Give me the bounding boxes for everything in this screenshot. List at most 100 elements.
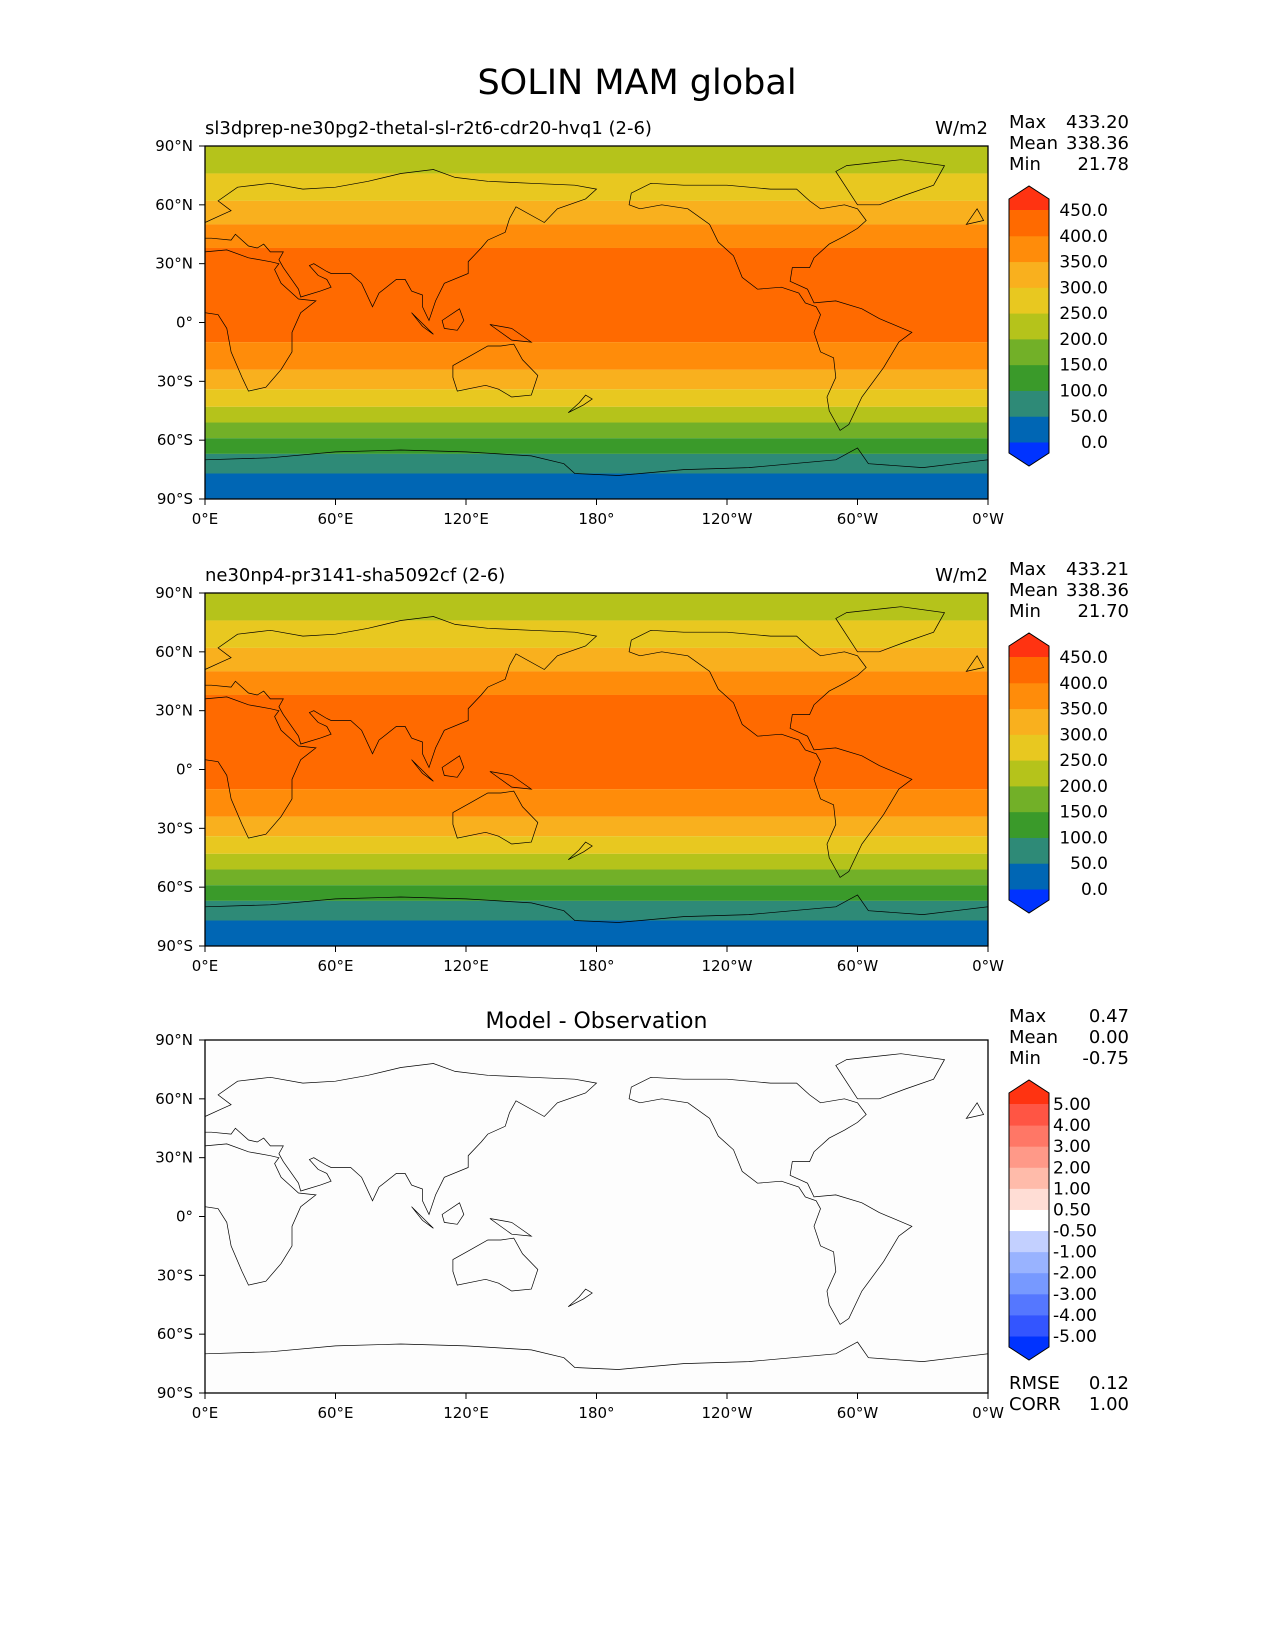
coastline xyxy=(411,1206,434,1229)
panel-title: sl3dprep-ne30pg2-thetal-sl-r2t6-cdr20-hv… xyxy=(205,118,652,139)
x-tick-label: 0°E xyxy=(192,957,219,975)
x-tick-label: 180° xyxy=(578,510,614,528)
field-fill xyxy=(205,146,988,499)
coastline xyxy=(411,312,434,335)
colorbar-segment xyxy=(1009,837,1049,864)
colorbar-segment xyxy=(1009,811,1049,838)
colorbar-segment xyxy=(1009,313,1049,340)
colorbar-level-label: 5.00 xyxy=(1053,1095,1091,1115)
x-tick-label: 0°W xyxy=(972,957,1004,975)
coastline xyxy=(965,1102,985,1119)
colorbar-segment xyxy=(1009,1314,1049,1337)
colorbar-level-label: -4.00 xyxy=(1053,1306,1097,1326)
x-tick-label: 60°E xyxy=(317,510,353,528)
colorbar-level-label: -5.00 xyxy=(1053,1327,1097,1347)
colorbar-segment xyxy=(1009,734,1049,761)
coastline xyxy=(204,1143,317,1286)
coastline xyxy=(567,394,593,414)
colorbar-segment xyxy=(1009,1146,1049,1168)
latitude-band xyxy=(205,671,988,695)
colorbar-level-label: 100.0 xyxy=(1059,828,1108,848)
coastline xyxy=(567,841,593,861)
colorbar-segment xyxy=(1009,657,1049,684)
latitude-band xyxy=(205,473,988,499)
colorbar-level-label: 350.0 xyxy=(1059,253,1108,273)
stat-value: 0.12 xyxy=(1089,1373,1129,1394)
colorbar-level-label: 300.0 xyxy=(1059,278,1108,298)
coastline xyxy=(204,696,317,839)
panel-title: Model - Observation xyxy=(486,1009,708,1034)
colorbar-outline xyxy=(1008,185,1050,467)
colorbar-extend-min xyxy=(1009,1336,1049,1360)
stat-label: Min xyxy=(1009,154,1041,175)
colorbar-extend-max xyxy=(1009,633,1049,657)
map-panel-1: 0°E 60°E 120°E 180° 120°W 60°W 0°W 90°N 60°N 30°N… xyxy=(155,112,1129,528)
x-tick-label: 60°E xyxy=(317,1404,353,1422)
colorbar-segment xyxy=(1009,416,1049,443)
coastline xyxy=(204,1063,598,1216)
colorbar-segment xyxy=(1009,364,1049,391)
colorbar-level-label: 100.0 xyxy=(1059,381,1108,401)
stat-label: Min xyxy=(1009,1048,1041,1069)
latitude-band xyxy=(205,900,988,921)
x-tick-label: 180° xyxy=(578,1404,614,1422)
colorbar-segment xyxy=(1009,1104,1049,1126)
colorbar-level-label: -2.00 xyxy=(1053,1264,1097,1284)
colorbar-level-label: 150.0 xyxy=(1059,803,1108,823)
y-tick-label: 30°S xyxy=(157,1266,193,1284)
colorbar-extend-max xyxy=(1009,1080,1049,1104)
latitude-band xyxy=(205,1040,988,1393)
colorbar-extend-min xyxy=(1009,889,1049,913)
coastlines xyxy=(204,606,989,947)
coastline xyxy=(204,447,989,500)
y-tick-label: 60°S xyxy=(157,878,193,896)
latitude-band xyxy=(205,647,988,672)
colorbar-segment xyxy=(1009,1209,1049,1232)
stat-value: 433.21 xyxy=(1066,559,1129,580)
coastline xyxy=(411,759,434,782)
coastline xyxy=(441,755,465,778)
stat-label: Max xyxy=(1009,1006,1047,1027)
latitude-band xyxy=(205,342,988,370)
latitude-band xyxy=(205,816,988,837)
map-panel-3: 0°E 60°E 120°E 180° 120°W 60°W 0°W 90°N 60°N 30°N… xyxy=(155,1006,1129,1422)
stat-value: 433.20 xyxy=(1066,112,1129,133)
colorbar-segment xyxy=(1009,1230,1049,1253)
colorbar: 0.0 50.0 100.0 150.0 200.0 250.0 300.0 350.0 400… xyxy=(1008,185,1108,467)
coastlines xyxy=(204,159,989,500)
y-tick-label: 0° xyxy=(176,1208,193,1226)
latitude-band xyxy=(205,453,988,474)
x-tick-label: 120°E xyxy=(443,1404,489,1422)
coastlines xyxy=(204,1053,989,1394)
colorbar-outline xyxy=(1008,632,1050,914)
colorbar-level-label: 350.0 xyxy=(1059,700,1108,720)
coastline xyxy=(835,159,946,206)
coastline xyxy=(628,629,913,878)
coastline xyxy=(452,343,539,398)
x-tick-label: 60°E xyxy=(317,957,353,975)
colorbar-level-label: 50.0 xyxy=(1070,407,1108,427)
x-tick-label: 60°W xyxy=(837,1404,879,1422)
colorbar-segment xyxy=(1009,390,1049,417)
y-tick-label: 90°N xyxy=(155,584,193,602)
colorbar-segment xyxy=(1009,210,1049,237)
latitude-band xyxy=(205,173,988,201)
stat-label: Max xyxy=(1009,112,1047,133)
colorbar-level-label: 1.00 xyxy=(1053,1179,1091,1199)
stat-value: -0.75 xyxy=(1082,1048,1129,1069)
colorbar-level-label: 200.0 xyxy=(1059,330,1108,350)
x-tick-label: 60°W xyxy=(837,510,879,528)
x-tick-label: 60°W xyxy=(837,957,879,975)
y-tick-label: 90°S xyxy=(157,937,193,955)
stat-label: RMSE xyxy=(1009,1373,1060,1394)
stat-value: 338.36 xyxy=(1066,133,1129,154)
y-tick-label: 90°N xyxy=(155,137,193,155)
x-tick-label: 0°E xyxy=(192,510,219,528)
latitude-band xyxy=(205,247,988,343)
colorbar: -5.00-4.00-3.00-2.00-1.00-0.500.501.002.… xyxy=(1008,1079,1097,1361)
colorbar-segment xyxy=(1009,785,1049,813)
colorbar-segment xyxy=(1009,1293,1049,1316)
x-tick-label: 180° xyxy=(578,957,614,975)
stat-label: Mean xyxy=(1009,580,1058,601)
